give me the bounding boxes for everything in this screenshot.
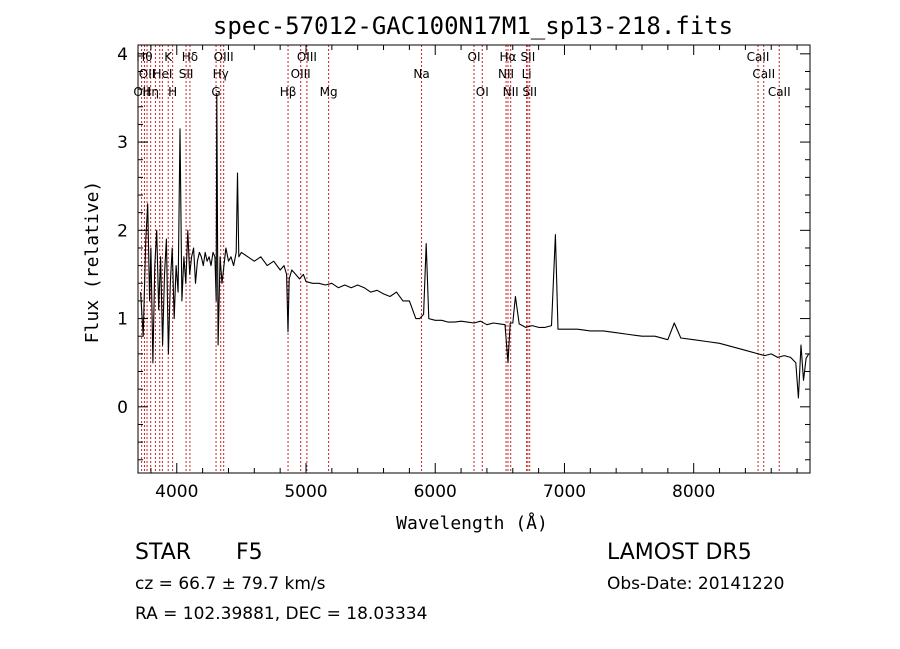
line-label-23: NII [503,85,519,99]
line-label-28: CaII [752,67,775,81]
line-label-25: SII [521,50,536,64]
line-label-24: Li [522,67,532,81]
object-class: STAR [135,540,192,565]
y-tick-label-1: 1 [117,310,128,330]
line-label-7: K [164,50,173,64]
line-label-22: Hα [500,50,517,64]
x-tick-label-4: 8000 [672,482,715,502]
line-label-6: HeI [152,67,172,81]
line-label-14: Hβ [280,85,297,99]
line-label-26: SII [522,85,537,99]
line-markers [141,45,780,473]
line-label-3: Hη [142,85,159,99]
spectrum-series [140,92,810,399]
line-label-8: H [168,85,177,99]
line-label-0: OII [133,85,150,99]
line-label-9: SII [179,67,194,81]
spectrum-line [140,92,810,399]
survey-label: LAMOST DR5 [607,540,752,565]
line-label-12: Hγ [213,67,229,81]
x-tick-label-0: 4000 [155,482,198,502]
line-label-29: CaII [768,85,791,99]
x-tick-label-3: 7000 [543,482,586,502]
y-tick-label-4: 4 [117,45,128,65]
y-axis-label: Flux (relative) [82,181,103,344]
line-label-17: Mg [320,85,338,99]
line-label-18: Na [413,67,429,81]
y-tick-label-2: 2 [117,221,128,241]
line-label-27: CaII [747,50,770,64]
line-label-10: Hδ [182,50,198,64]
line-label-11: G [211,85,220,99]
line-label-19: OI [468,50,481,64]
line-labels: OIIHθOIIHηHeIKHSIIHδGHγOIIIHβOIIIOIIIMgN… [133,50,790,99]
line-label-15: OIII [291,67,311,81]
line-label-1: Hθ [136,50,152,64]
redshift-text: cz = 66.7 ± 79.7 km/s [135,574,326,594]
y-tick-label-0: 0 [117,398,128,418]
radec-text: RA = 102.39881, DEC = 18.03334 [135,604,428,624]
x-tick-label-1: 5000 [284,482,327,502]
plot-frame [137,44,811,474]
line-label-16: OIII [297,50,317,64]
line-label-2: OII [139,67,156,81]
object-subclass: F5 [236,540,263,565]
axes: 4000 5000 6000 7000 8000 0 1 2 3 4 [117,44,811,502]
line-label-13: OIII [214,50,234,64]
x-axis-label: Wavelength (Å) [396,512,548,534]
y-tick-label-3: 3 [117,133,128,153]
line-label-20: OI [476,85,489,99]
line-label-21: NII [498,67,514,81]
x-tick-label-2: 6000 [414,482,457,502]
chart-title: spec-57012-GAC100N17M1_sp13-218.fits [213,12,733,40]
obs-date: Obs-Date: 20141220 [607,574,785,594]
